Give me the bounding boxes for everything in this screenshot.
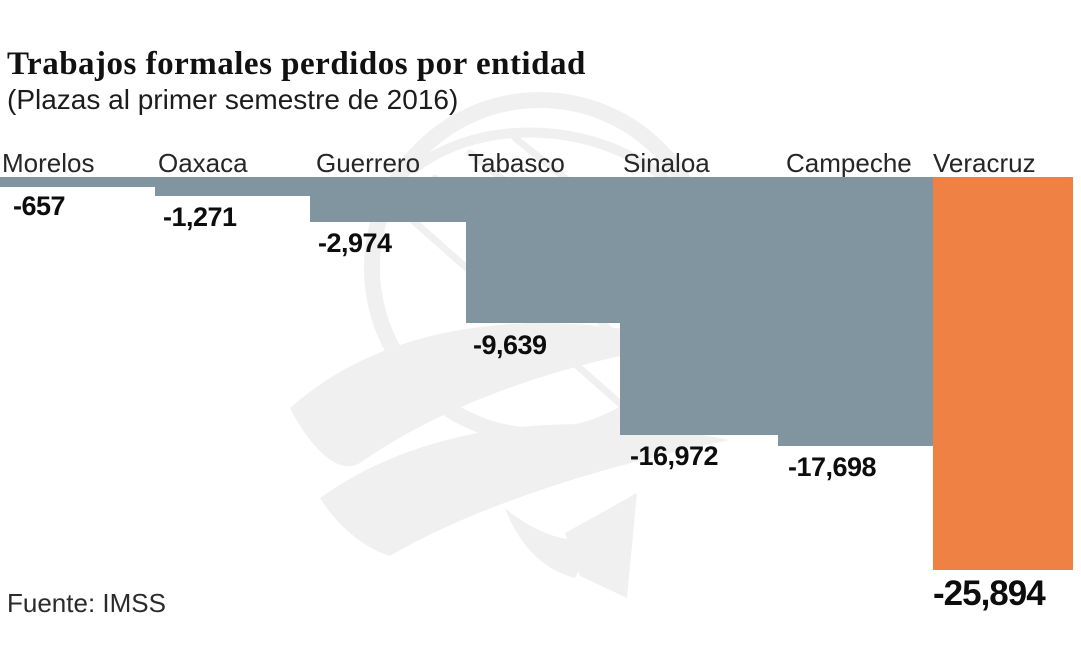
value-label-tabasco: -9,639: [473, 330, 547, 360]
bar-morelos: [0, 177, 155, 187]
category-label-guerrero: Guerrero: [316, 148, 421, 178]
value-label-campeche: -17,698: [788, 452, 877, 482]
value-label-veracruz: -25,894: [933, 574, 1046, 613]
source-note: Fuente: IMSS: [7, 588, 166, 618]
category-label-tabasco: Tabasco: [468, 148, 565, 178]
bar-veracruz: [933, 177, 1073, 570]
value-label-morelos: -657: [13, 191, 66, 221]
category-label-sinaloa: Sinaloa: [623, 148, 710, 178]
bar-oaxaca: [155, 177, 310, 196]
category-label-campeche: Campeche: [786, 148, 912, 178]
value-label-oaxaca: -1,271: [163, 202, 237, 232]
bar-guerrero: [310, 177, 466, 222]
bar-tabasco: [466, 177, 620, 323]
category-label-veracruz: Veracruz: [933, 148, 1036, 178]
value-label-guerrero: -2,974: [318, 228, 392, 258]
bar-campeche: [778, 177, 933, 446]
category-label-morelos: Morelos: [2, 148, 95, 178]
category-label-oaxaca: Oaxaca: [158, 148, 248, 178]
chart-title: Trabajos formales perdidos por entidad: [7, 46, 586, 82]
value-label-sinaloa: -16,972: [630, 441, 719, 471]
bar-sinaloa: [620, 177, 778, 435]
chart-subtitle: (Plazas al primer semestre de 2016): [7, 84, 459, 115]
